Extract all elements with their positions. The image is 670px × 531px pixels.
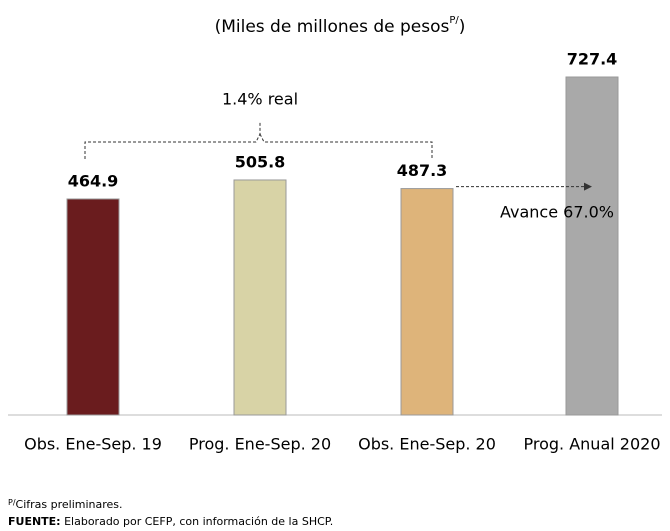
x-tick-label: Prog. Ene-Sep. 20 — [189, 435, 331, 454]
footnote-text: Cifras preliminares. — [16, 498, 123, 511]
bar — [565, 76, 619, 416]
x-tick-label: Prog. Anual 2020 — [524, 435, 661, 454]
annotation: Avance 67.0% — [500, 203, 614, 222]
source-label: FUENTE: — [8, 515, 61, 528]
bar — [400, 188, 454, 416]
value-label: 464.9 — [68, 171, 119, 190]
chart-title: (Miles de millones de pesosP/) — [215, 15, 466, 37]
title-superscript: P/ — [449, 15, 459, 26]
title-text: (Miles de millones de pesos — [215, 17, 450, 37]
bracket — [84, 122, 433, 159]
arrow-head — [584, 182, 592, 191]
source-text: Elaborado por CEFP, con información de l… — [61, 515, 334, 528]
source: FUENTE: Elaborado por CEFP, con informac… — [8, 515, 333, 528]
value-label: 727.4 — [567, 50, 618, 69]
bar — [233, 179, 287, 416]
title-suffix: ) — [459, 17, 466, 37]
footnote: P/Cifras preliminares. — [8, 498, 123, 512]
annotation: 1.4% real — [222, 90, 298, 109]
footnote-superscript: P/ — [8, 498, 16, 507]
x-tick-label: Obs. Ene-Sep. 19 — [24, 435, 162, 454]
value-label: 505.8 — [235, 152, 286, 171]
bar — [66, 198, 120, 416]
x-tick-label: Obs. Ene-Sep. 20 — [358, 435, 496, 454]
value-label: 487.3 — [397, 161, 448, 180]
